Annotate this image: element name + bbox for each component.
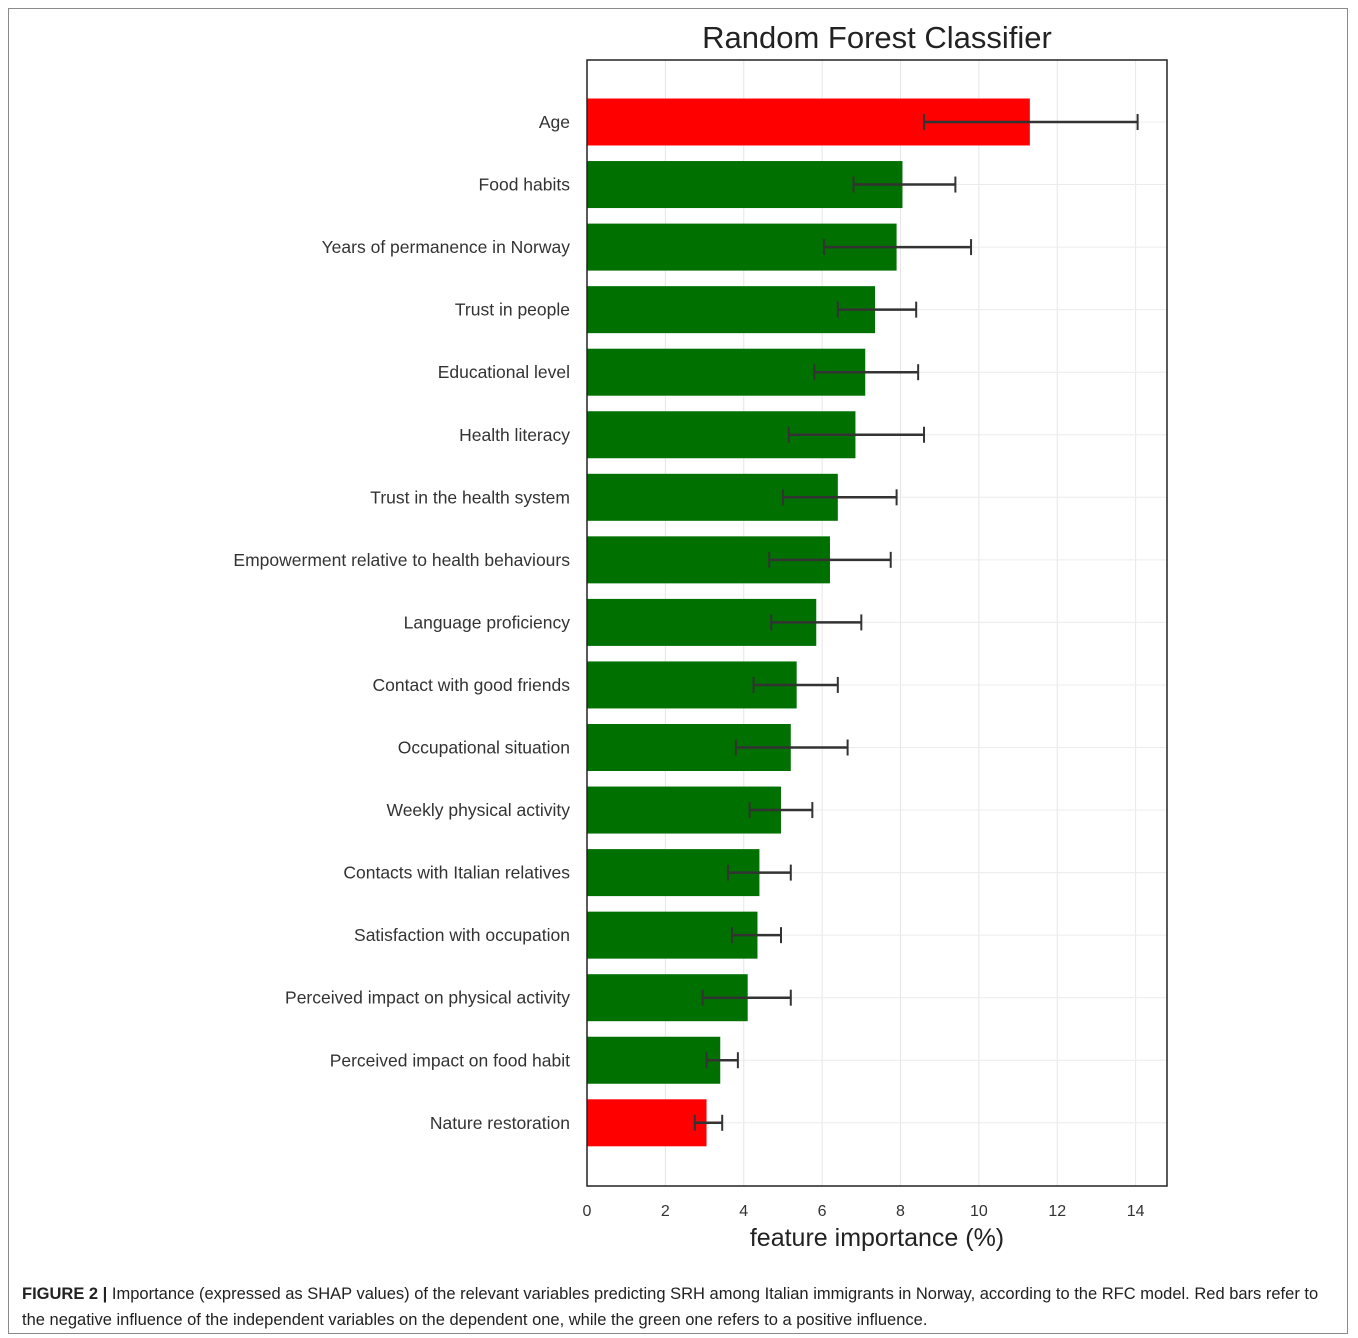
x-tick-label: 10 (970, 1203, 988, 1220)
x-axis-label: feature importance (%) (750, 1224, 1004, 1252)
category-label: Nature restoration (430, 1113, 570, 1133)
category-label: Satisfaction with occupation (354, 925, 570, 945)
figure-caption: FIGURE 2 | Importance (expressed as SHAP… (22, 1281, 1340, 1333)
category-label: Perceived impact on food habit (330, 1050, 570, 1070)
category-label: Years of permanence in Norway (322, 237, 571, 257)
error-bars-group (693, 114, 1139, 1131)
category-label: Contact with good friends (373, 675, 571, 695)
figure-frame (8, 8, 1348, 1334)
category-label: Contacts with Italian relatives (343, 863, 570, 883)
x-tick-label: 0 (583, 1203, 592, 1220)
bar-chart: Age Food habits Years of permanence in Nor… (233, 20, 1168, 1252)
category-label: Perceived impact on physical activity (285, 988, 570, 1008)
x-tick-label: 2 (661, 1203, 670, 1220)
category-label: Weekly physical activity (387, 800, 571, 820)
category-label: Educational level (438, 362, 570, 382)
chart-title: Random Forest Classifier (702, 20, 1052, 55)
category-label: Language proficiency (404, 612, 571, 632)
category-label: Empowerment relative to health behaviour… (233, 550, 570, 570)
x-tick-label: 14 (1127, 1203, 1145, 1220)
x-tick-label: 8 (896, 1203, 905, 1220)
category-label: Trust in people (455, 300, 570, 320)
bar (587, 286, 876, 334)
category-labels: Age Food habits Years of permanence in Nor… (233, 112, 570, 1133)
bar (587, 161, 903, 209)
category-label: Food habits (479, 175, 571, 195)
caption-lead: FIGURE 2 | (22, 1285, 108, 1303)
bar (587, 1099, 707, 1147)
category-label: Occupational situation (398, 738, 570, 758)
category-label: Trust in the health system (370, 487, 570, 507)
x-tick-label: 12 (1048, 1203, 1066, 1220)
x-tick-labels: 0 2 4 6 8 10 12 14 (583, 1203, 1145, 1220)
caption-text: Importance (expressed as SHAP values) of… (22, 1285, 1319, 1329)
plot-area-border (586, 59, 1168, 1187)
x-tick-label: 6 (818, 1203, 827, 1220)
bar (587, 911, 758, 959)
category-label: Age (539, 112, 570, 132)
category-label: Health literacy (459, 425, 570, 445)
x-tick-label: 4 (739, 1203, 748, 1220)
bar (587, 1036, 721, 1084)
